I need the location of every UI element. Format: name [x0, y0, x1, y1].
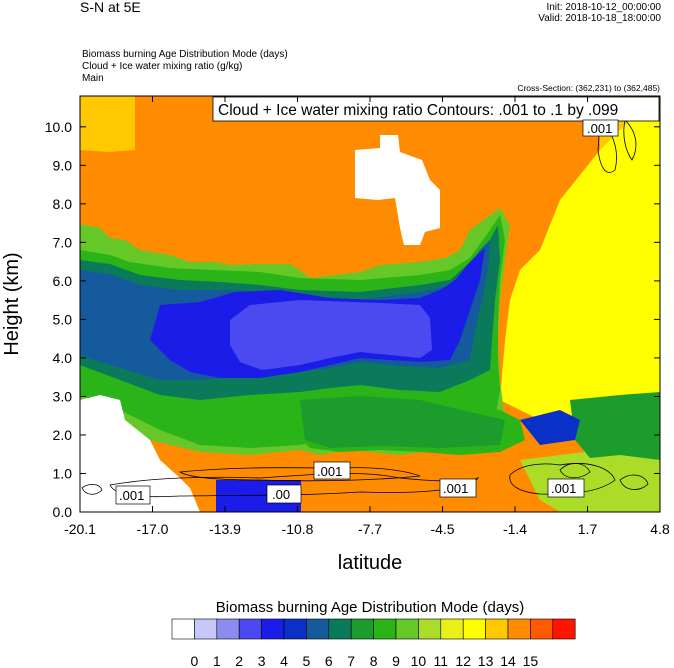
y-tick-label: 7.0	[53, 234, 73, 250]
colorbar-swatch	[462, 618, 486, 640]
contour-label: .001	[582, 119, 619, 137]
contour-label: .001	[439, 478, 477, 498]
contour-label: .001	[313, 461, 351, 480]
colorbar-swatch	[552, 618, 576, 640]
colorbar-title: Biomass burning Age Distribution Mode (d…	[216, 599, 524, 616]
colorbar-swatch	[395, 618, 419, 640]
x-tick-label: -17.0	[137, 521, 169, 537]
colorbar-label: 7	[347, 653, 355, 668]
colorbar-label: 3	[258, 653, 266, 668]
colorbar-label: 10	[411, 653, 427, 668]
y-tick-label: 8.0	[53, 196, 73, 212]
colorbar-swatch	[350, 618, 374, 640]
colorbar-swatch	[283, 618, 307, 640]
x-tick-label: -13.9	[209, 521, 241, 537]
x-tick-label: -4.5	[430, 521, 454, 537]
colorbar-swatch	[238, 618, 262, 640]
colorbar-swatch	[530, 618, 554, 640]
contour-title-box	[212, 96, 660, 122]
y-tick-label: 6.0	[53, 273, 73, 289]
y-tick-label: 1.0	[53, 465, 73, 481]
colorbar-swatch	[171, 618, 195, 640]
colorbar-label: 12	[455, 653, 471, 668]
x-tick-label: 1.7	[578, 521, 598, 537]
x-tick-label: -10.8	[282, 521, 314, 537]
svg-text:.001: .001	[443, 481, 468, 496]
y-tick-label: 2.0	[53, 427, 73, 443]
svg-text:.001: .001	[551, 481, 576, 496]
contour-labels: .001 .001 .00 .001 .001 .001	[115, 119, 619, 505]
field-label-1: Biomass burning Age Distribution Mode (d…	[82, 49, 288, 60]
colorbar-label: 2	[235, 653, 243, 668]
chart-title: Cloud + Ice water mixing ratio Contours:…	[218, 102, 618, 119]
svg-text:.00: .00	[272, 487, 290, 502]
y-tick-label: 4.0	[53, 350, 73, 366]
y-tick-label: 0.0	[53, 504, 73, 520]
colorbar-label: 4	[280, 653, 288, 668]
y-tick-label: 5.0	[53, 311, 73, 327]
svg-text:.001: .001	[119, 488, 144, 503]
colorbar-label: 14	[500, 653, 516, 668]
colorbar-swatch	[194, 618, 218, 640]
colorbar-swatch	[418, 618, 442, 640]
x-axis-label: latitude	[338, 552, 403, 574]
colorbar-label: 1	[213, 653, 221, 668]
y-tick-label: 10.0	[45, 119, 72, 135]
x-axis: -20.1 -17.0 -13.9 -10.8 -7.7 -4.5 -1.4 1.7 4.8	[64, 96, 670, 537]
y-axis: 0.0 1.0 2.0 3.0 4.0 5.0 6.0 7.0 8.0 9.0 10.0	[45, 119, 660, 520]
plot-title: S-N at 5E	[80, 0, 141, 15]
colorbar-swatch	[306, 618, 330, 640]
y-tick-label: 9.0	[53, 157, 73, 173]
colorbar-swatch	[216, 618, 240, 640]
colorbar	[171, 618, 576, 640]
colorbar-label: 15	[523, 653, 539, 668]
colorbar-labels: 0 1 2 3 4 5 6 7 8 9 10 11 12 13 14 15	[191, 653, 539, 668]
svg-text:.001: .001	[587, 121, 612, 136]
colorbar-label: 5	[303, 653, 311, 668]
x-tick-label: 4.8	[650, 521, 670, 537]
valid-time: Valid: 2018-10-18_18:00:00	[538, 13, 661, 24]
y-axis-label: Height (km)	[1, 252, 23, 355]
cross-section-label: Cross-Section: (362,231) to (362,485)	[517, 83, 660, 93]
colorbar-swatch	[440, 618, 464, 640]
colorbar-label: 8	[370, 653, 378, 668]
contour-label: .001	[547, 478, 585, 498]
colorbar-label: 11	[434, 653, 449, 668]
init-time: Init: 2018-10-12_00:00:00	[546, 2, 661, 13]
x-tick-label: -7.7	[358, 521, 382, 537]
colorbar-label: 0	[191, 653, 199, 668]
colorbar-swatch	[328, 618, 352, 640]
colorbar-swatch	[507, 618, 531, 640]
y-tick-label: 3.0	[53, 388, 73, 404]
heatmap-field	[80, 96, 660, 512]
x-tick-label: -1.4	[503, 521, 527, 537]
x-tick-label: -20.1	[64, 521, 96, 537]
svg-text:.001: .001	[317, 464, 342, 479]
contour-label: .00	[266, 484, 302, 504]
colorbar-label: 6	[325, 653, 333, 668]
colorbar-swatch	[485, 618, 509, 640]
contour-label: .001	[115, 485, 151, 505]
colorbar-swatch	[373, 618, 397, 640]
colorbar-label: 13	[478, 653, 494, 668]
field-label-2: Cloud + Ice water mixing ratio (g/kg)	[82, 61, 243, 72]
colorbar-swatch	[261, 618, 285, 640]
field-label-3: Main	[82, 73, 104, 84]
colorbar-label: 9	[392, 653, 400, 668]
